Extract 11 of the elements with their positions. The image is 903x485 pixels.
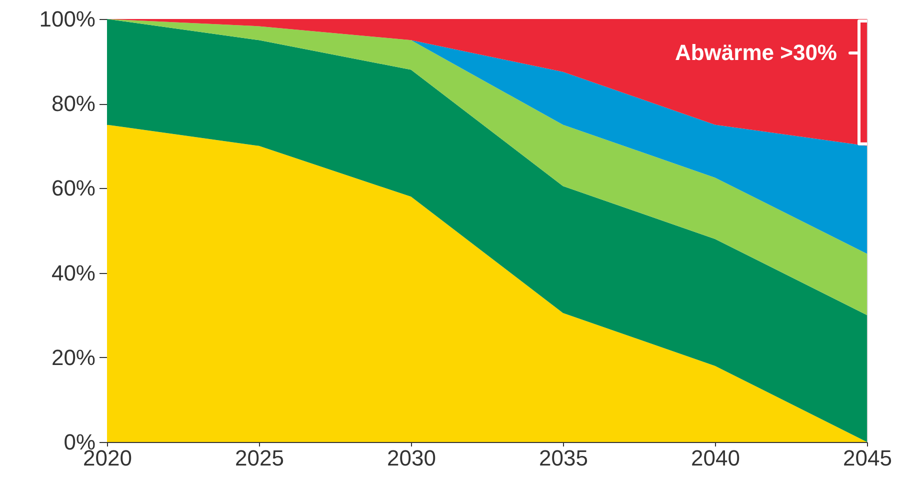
x-tick-label: 2040: [691, 446, 740, 470]
annotation: Abwärme >30%: [674, 40, 837, 65]
y-tick-label: 40%: [51, 260, 96, 286]
y-tick-label: 80%: [51, 91, 96, 116]
y-tick-label: 20%: [51, 344, 96, 370]
x-tick-label: 2035: [539, 446, 588, 470]
x-tick-label: 2045: [843, 446, 892, 470]
x-tick-label: 2025: [235, 446, 284, 470]
x-tick-label: 2030: [387, 446, 436, 470]
y-tick-label: 100%: [39, 6, 96, 32]
y-tick-label: 60%: [51, 176, 96, 201]
